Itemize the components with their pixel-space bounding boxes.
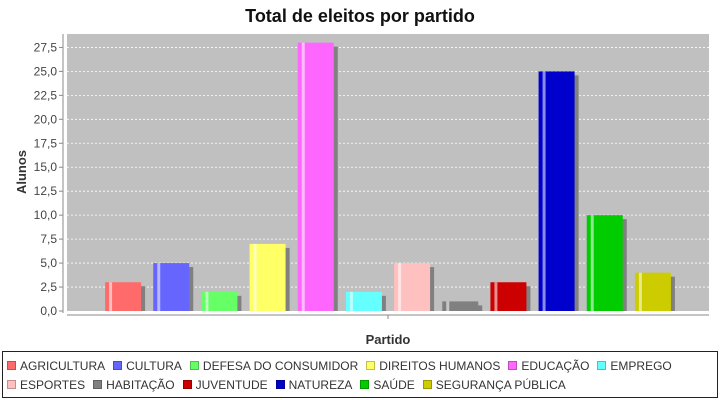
legend-item: DEFESA DO CONSUMIDOR — [189, 356, 359, 375]
legend-label: HABITAÇÃO — [106, 377, 175, 392]
gridlines — [67, 47, 709, 288]
legend-swatch — [93, 380, 103, 389]
chart-title: Total de eleitos por partido — [245, 6, 475, 26]
bar-highlight — [253, 243, 257, 311]
bar-habita-o — [442, 301, 479, 311]
legend-swatch — [275, 380, 285, 389]
legend-item: SAÚDE — [360, 375, 415, 394]
y-tick-label: 22,5 — [34, 88, 58, 102]
bar-highlight — [157, 263, 161, 311]
legend-item: EMPREGO — [597, 356, 672, 375]
y-axis-label: Alunos — [14, 150, 29, 194]
y-tick-label: 5,0 — [40, 256, 57, 270]
legend-item: JUVENTUDE — [182, 375, 268, 394]
legend-item: NATUREZA — [275, 375, 353, 394]
legend-swatch — [182, 380, 192, 389]
y-tick-label: 10,0 — [34, 208, 58, 222]
legend-item: ESPORTES — [7, 375, 85, 394]
legend-item: DIREITOS HUMANOS — [366, 356, 500, 375]
legend-label: AGRICULTURA — [20, 358, 106, 373]
legend-label: EMPREGO — [610, 358, 672, 373]
bar-highlight — [494, 282, 498, 311]
legend-label: DIREITOS HUMANOS — [379, 358, 501, 373]
legend-label: JUVENTUDE — [195, 377, 268, 392]
x-axis-label: Partido — [366, 332, 411, 347]
legend: AGRICULTURA CULTURA DEFESA DO CONSUMIDOR DI… — [2, 351, 718, 398]
bar-highlight — [446, 301, 450, 311]
bars — [105, 42, 675, 312]
legend-swatch — [366, 361, 376, 370]
legend-item: HABITAÇÃO — [93, 375, 175, 394]
bar-highlight — [205, 291, 209, 311]
bar-highlight — [301, 42, 305, 312]
legend-swatch — [360, 380, 370, 389]
legend-label: DEFESA DO CONSUMIDOR — [202, 358, 359, 373]
y-tick-label: 27,5 — [34, 40, 58, 54]
y-tick-label: 12,5 — [34, 184, 58, 198]
legend-label: EDUCAÇÃO — [521, 358, 590, 373]
y-tick-label: 17,5 — [34, 136, 58, 150]
legend-label: SEGURANÇA PÚBLICA — [435, 377, 566, 392]
bar-highlight — [109, 282, 113, 311]
y-tick-label: 25,0 — [34, 64, 58, 78]
y-tick-label: 20,0 — [34, 112, 58, 126]
legend-item: CULTURA — [113, 356, 182, 375]
legend-swatch — [422, 380, 432, 389]
bar-highlight — [590, 215, 594, 311]
legend-swatch — [7, 361, 16, 370]
bar-highlight — [349, 291, 353, 311]
legend-label: CULTURA — [126, 358, 182, 373]
legend-swatch — [7, 380, 16, 389]
legend-swatch — [113, 361, 123, 370]
legend-swatch — [189, 361, 199, 370]
bar-highlight — [542, 71, 546, 312]
legend-item: AGRICULTURA — [7, 356, 105, 375]
legend-swatch — [508, 361, 518, 370]
legend-label: ESPORTES — [20, 377, 86, 392]
legend-swatch — [597, 361, 607, 370]
y-tick-label: 0,0 — [40, 304, 57, 318]
legend-label: SAÚDE — [373, 377, 415, 392]
y-tick-label: 7,5 — [40, 232, 57, 246]
legend-item: EDUCAÇÃO — [508, 356, 589, 375]
bar-highlight — [638, 272, 642, 311]
legend-label: NATUREZA — [288, 377, 353, 392]
y-tick-label: 15,0 — [34, 160, 58, 174]
y-tick-label: 2,5 — [40, 280, 57, 294]
legend-item: SEGURANÇA PÚBLICA — [422, 375, 566, 394]
bar-defesa-do-consumidor — [201, 291, 238, 311]
bar-emprego — [345, 291, 382, 311]
y-axis-ticks: 0,0 2,5 5,0 7,5 10,0 12,5 15,0 17,5 20,0 22,5 25,0… — [34, 40, 63, 318]
bar-highlight — [398, 263, 402, 311]
